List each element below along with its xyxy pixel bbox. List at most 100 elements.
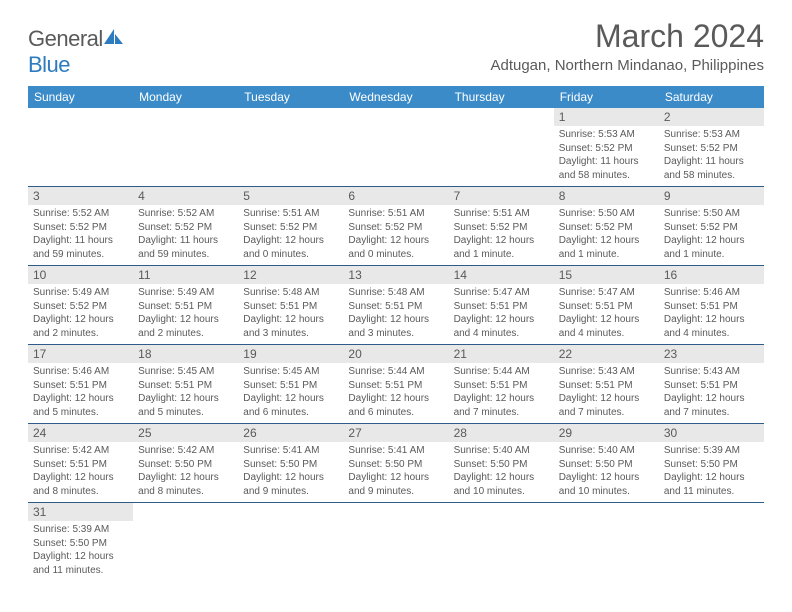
day-number: 15 [554, 266, 659, 284]
day-number: 6 [343, 187, 448, 205]
day-header: Thursday [449, 86, 554, 108]
calendar-cell [449, 108, 554, 187]
calendar-cell [343, 503, 448, 582]
logo: GeneralBlue [28, 26, 125, 78]
day-details: Sunrise: 5:40 AMSunset: 5:50 PMDaylight:… [449, 442, 554, 502]
calendar-cell: 8Sunrise: 5:50 AMSunset: 5:52 PMDaylight… [554, 187, 659, 266]
day-details: Sunrise: 5:46 AMSunset: 5:51 PMDaylight:… [28, 363, 133, 423]
calendar-cell: 11Sunrise: 5:49 AMSunset: 5:51 PMDayligh… [133, 266, 238, 345]
day-header: Monday [133, 86, 238, 108]
calendar-row: 24Sunrise: 5:42 AMSunset: 5:51 PMDayligh… [28, 424, 764, 503]
day-number: 3 [28, 187, 133, 205]
day-number: 16 [659, 266, 764, 284]
calendar-cell [133, 108, 238, 187]
day-number: 1 [554, 108, 659, 126]
calendar-cell: 18Sunrise: 5:45 AMSunset: 5:51 PMDayligh… [133, 345, 238, 424]
day-details: Sunrise: 5:53 AMSunset: 5:52 PMDaylight:… [554, 126, 659, 186]
location-text: Adtugan, Northern Mindanao, Philippines [490, 57, 764, 74]
day-details: Sunrise: 5:39 AMSunset: 5:50 PMDaylight:… [28, 521, 133, 581]
calendar-cell: 1Sunrise: 5:53 AMSunset: 5:52 PMDaylight… [554, 108, 659, 187]
calendar-cell [28, 108, 133, 187]
day-number: 11 [133, 266, 238, 284]
calendar-cell: 17Sunrise: 5:46 AMSunset: 5:51 PMDayligh… [28, 345, 133, 424]
day-details: Sunrise: 5:50 AMSunset: 5:52 PMDaylight:… [554, 205, 659, 265]
day-number: 20 [343, 345, 448, 363]
calendar-cell: 2Sunrise: 5:53 AMSunset: 5:52 PMDaylight… [659, 108, 764, 187]
calendar-cell [238, 108, 343, 187]
day-details: Sunrise: 5:53 AMSunset: 5:52 PMDaylight:… [659, 126, 764, 186]
day-number: 25 [133, 424, 238, 442]
calendar-cell: 31Sunrise: 5:39 AMSunset: 5:50 PMDayligh… [28, 503, 133, 582]
calendar-cell: 23Sunrise: 5:43 AMSunset: 5:51 PMDayligh… [659, 345, 764, 424]
day-details: Sunrise: 5:48 AMSunset: 5:51 PMDaylight:… [238, 284, 343, 344]
calendar-cell: 26Sunrise: 5:41 AMSunset: 5:50 PMDayligh… [238, 424, 343, 503]
day-header: Sunday [28, 86, 133, 108]
day-details: Sunrise: 5:45 AMSunset: 5:51 PMDaylight:… [238, 363, 343, 423]
day-details: Sunrise: 5:52 AMSunset: 5:52 PMDaylight:… [133, 205, 238, 265]
calendar-cell [449, 503, 554, 582]
calendar-row: 17Sunrise: 5:46 AMSunset: 5:51 PMDayligh… [28, 345, 764, 424]
day-number: 27 [343, 424, 448, 442]
day-details: Sunrise: 5:43 AMSunset: 5:51 PMDaylight:… [554, 363, 659, 423]
calendar-row: 1Sunrise: 5:53 AMSunset: 5:52 PMDaylight… [28, 108, 764, 187]
day-details: Sunrise: 5:52 AMSunset: 5:52 PMDaylight:… [28, 205, 133, 265]
day-number: 23 [659, 345, 764, 363]
calendar-cell: 15Sunrise: 5:47 AMSunset: 5:51 PMDayligh… [554, 266, 659, 345]
day-header: Tuesday [238, 86, 343, 108]
calendar-cell: 12Sunrise: 5:48 AMSunset: 5:51 PMDayligh… [238, 266, 343, 345]
day-number: 22 [554, 345, 659, 363]
day-header-row: SundayMondayTuesdayWednesdayThursdayFrid… [28, 86, 764, 108]
calendar-body: 1Sunrise: 5:53 AMSunset: 5:52 PMDaylight… [28, 108, 764, 581]
calendar-cell [554, 503, 659, 582]
title-block: March 2024 Adtugan, Northern Mindanao, P… [490, 18, 764, 74]
day-header: Saturday [659, 86, 764, 108]
day-number: 29 [554, 424, 659, 442]
day-details: Sunrise: 5:45 AMSunset: 5:51 PMDaylight:… [133, 363, 238, 423]
day-details: Sunrise: 5:51 AMSunset: 5:52 PMDaylight:… [343, 205, 448, 265]
day-number: 10 [28, 266, 133, 284]
calendar-cell: 22Sunrise: 5:43 AMSunset: 5:51 PMDayligh… [554, 345, 659, 424]
day-number: 30 [659, 424, 764, 442]
day-details: Sunrise: 5:44 AMSunset: 5:51 PMDaylight:… [449, 363, 554, 423]
day-details: Sunrise: 5:51 AMSunset: 5:52 PMDaylight:… [238, 205, 343, 265]
day-details: Sunrise: 5:41 AMSunset: 5:50 PMDaylight:… [343, 442, 448, 502]
month-title: March 2024 [490, 18, 764, 55]
calendar-cell [659, 503, 764, 582]
day-number: 31 [28, 503, 133, 521]
calendar-cell: 30Sunrise: 5:39 AMSunset: 5:50 PMDayligh… [659, 424, 764, 503]
day-details: Sunrise: 5:42 AMSunset: 5:51 PMDaylight:… [28, 442, 133, 502]
calendar-row: 31Sunrise: 5:39 AMSunset: 5:50 PMDayligh… [28, 503, 764, 582]
calendar-cell: 14Sunrise: 5:47 AMSunset: 5:51 PMDayligh… [449, 266, 554, 345]
calendar-cell: 5Sunrise: 5:51 AMSunset: 5:52 PMDaylight… [238, 187, 343, 266]
day-details: Sunrise: 5:51 AMSunset: 5:52 PMDaylight:… [449, 205, 554, 265]
day-number: 4 [133, 187, 238, 205]
day-details: Sunrise: 5:44 AMSunset: 5:51 PMDaylight:… [343, 363, 448, 423]
day-header: Friday [554, 86, 659, 108]
page-header: GeneralBlue March 2024 Adtugan, Northern… [28, 18, 764, 78]
calendar-cell: 13Sunrise: 5:48 AMSunset: 5:51 PMDayligh… [343, 266, 448, 345]
day-details: Sunrise: 5:47 AMSunset: 5:51 PMDaylight:… [449, 284, 554, 344]
calendar-cell: 27Sunrise: 5:41 AMSunset: 5:50 PMDayligh… [343, 424, 448, 503]
day-details: Sunrise: 5:46 AMSunset: 5:51 PMDaylight:… [659, 284, 764, 344]
calendar-cell: 3Sunrise: 5:52 AMSunset: 5:52 PMDaylight… [28, 187, 133, 266]
calendar-table: SundayMondayTuesdayWednesdayThursdayFrid… [28, 86, 764, 581]
day-details: Sunrise: 5:49 AMSunset: 5:51 PMDaylight:… [133, 284, 238, 344]
day-number: 7 [449, 187, 554, 205]
day-details: Sunrise: 5:48 AMSunset: 5:51 PMDaylight:… [343, 284, 448, 344]
day-header: Wednesday [343, 86, 448, 108]
day-number: 13 [343, 266, 448, 284]
calendar-cell: 25Sunrise: 5:42 AMSunset: 5:50 PMDayligh… [133, 424, 238, 503]
calendar-cell: 28Sunrise: 5:40 AMSunset: 5:50 PMDayligh… [449, 424, 554, 503]
day-details: Sunrise: 5:40 AMSunset: 5:50 PMDaylight:… [554, 442, 659, 502]
calendar-row: 10Sunrise: 5:49 AMSunset: 5:52 PMDayligh… [28, 266, 764, 345]
day-number: 14 [449, 266, 554, 284]
day-details: Sunrise: 5:39 AMSunset: 5:50 PMDaylight:… [659, 442, 764, 502]
calendar-cell: 9Sunrise: 5:50 AMSunset: 5:52 PMDaylight… [659, 187, 764, 266]
calendar-cell: 29Sunrise: 5:40 AMSunset: 5:50 PMDayligh… [554, 424, 659, 503]
calendar-cell: 4Sunrise: 5:52 AMSunset: 5:52 PMDaylight… [133, 187, 238, 266]
day-details: Sunrise: 5:41 AMSunset: 5:50 PMDaylight:… [238, 442, 343, 502]
day-number: 26 [238, 424, 343, 442]
day-number: 21 [449, 345, 554, 363]
logo-word1: General [28, 26, 103, 51]
day-number: 18 [133, 345, 238, 363]
